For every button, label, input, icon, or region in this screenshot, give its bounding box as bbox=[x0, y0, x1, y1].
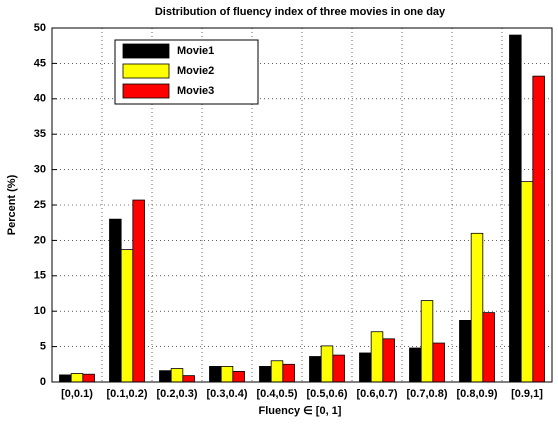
bar bbox=[270, 360, 284, 383]
y-tick-label: 25 bbox=[34, 199, 46, 211]
legend-swatch bbox=[122, 43, 170, 59]
bar bbox=[109, 218, 122, 383]
x-tick-label: [0.7,0.8) bbox=[407, 388, 448, 400]
x-tick-label: [0.4,0.5) bbox=[257, 388, 298, 400]
bar bbox=[159, 370, 172, 383]
bar bbox=[132, 199, 145, 383]
bar bbox=[232, 370, 245, 383]
bar bbox=[382, 338, 395, 383]
bar bbox=[120, 249, 134, 383]
bar bbox=[209, 366, 222, 383]
y-tick-label: 40 bbox=[34, 93, 46, 105]
bar bbox=[320, 345, 334, 383]
bar bbox=[59, 374, 72, 383]
bar bbox=[70, 373, 84, 383]
x-tick-label: [0.9,1] bbox=[511, 388, 543, 400]
bar bbox=[332, 354, 345, 383]
y-tick-label: 50 bbox=[34, 22, 46, 34]
y-tick-label: 30 bbox=[34, 164, 46, 176]
bar bbox=[220, 366, 234, 383]
legend-label: Movie3 bbox=[177, 85, 214, 97]
bar bbox=[532, 75, 545, 383]
legend-swatch bbox=[122, 83, 170, 99]
y-tick-label: 5 bbox=[40, 341, 46, 353]
bar bbox=[282, 363, 295, 383]
y-tick-label: 20 bbox=[34, 234, 46, 246]
bar bbox=[420, 300, 434, 383]
bar bbox=[459, 320, 472, 383]
bar bbox=[520, 181, 534, 383]
bar bbox=[509, 34, 522, 383]
plot-frame bbox=[51, 27, 553, 383]
legend-label: Movie2 bbox=[177, 65, 214, 77]
bar bbox=[82, 373, 95, 383]
bar bbox=[370, 331, 384, 383]
y-axis-label: Percent (%) bbox=[6, 174, 18, 235]
bar bbox=[359, 352, 372, 383]
y-tick-label: 35 bbox=[34, 128, 46, 140]
x-tick-label: [0.6,0.7) bbox=[357, 388, 398, 400]
y-tick-label: 0 bbox=[40, 376, 46, 388]
x-axis-label: Fluency ∈ [0, 1] bbox=[259, 405, 342, 417]
bar bbox=[409, 347, 422, 383]
bar bbox=[309, 356, 322, 383]
x-tick-label: [0.2,0.3) bbox=[157, 388, 198, 400]
y-tick-label: 10 bbox=[34, 305, 46, 317]
bar bbox=[470, 232, 484, 383]
x-tick-label: [0.1,0.2) bbox=[107, 388, 148, 400]
x-tick-label: [0.5,0.6) bbox=[307, 388, 348, 400]
x-tick-label: [0.3,0.4) bbox=[207, 388, 248, 400]
bar bbox=[182, 375, 195, 383]
bar bbox=[170, 368, 184, 383]
bar bbox=[482, 312, 495, 383]
x-tick-label: [0.8,0.9) bbox=[457, 388, 498, 400]
y-tick-label: 15 bbox=[34, 270, 46, 282]
bar bbox=[432, 342, 445, 383]
bar bbox=[259, 366, 272, 383]
x-tick-label: [0,0.1) bbox=[61, 388, 93, 400]
y-tick-label: 45 bbox=[34, 57, 46, 69]
chart-title: Distribution of fluency index of three m… bbox=[155, 6, 446, 18]
legend-label: Movie1 bbox=[177, 45, 214, 57]
legend-swatch bbox=[122, 63, 170, 79]
